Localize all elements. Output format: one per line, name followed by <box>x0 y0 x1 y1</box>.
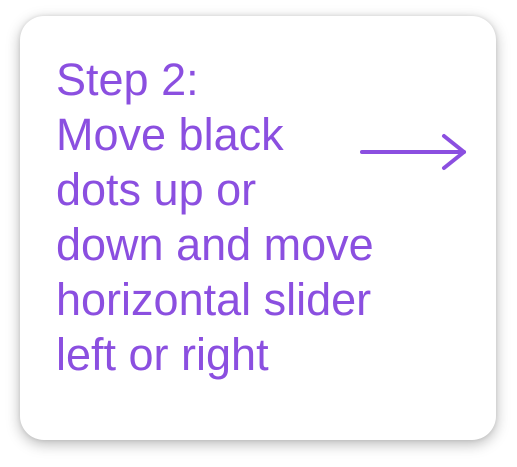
instruction-line-3: dots up or <box>56 164 257 215</box>
arrow-right-icon <box>360 134 466 170</box>
step-instruction-text: Step 2: Move black dots up or down and m… <box>56 52 374 382</box>
instruction-card <box>20 16 496 440</box>
instruction-line-5: horizontal slider <box>56 274 372 325</box>
instruction-line-1: Step 2: <box>56 54 199 105</box>
instruction-line-4: down and move <box>56 219 374 270</box>
instruction-line-2: Move black <box>56 109 284 160</box>
instruction-line-6: left or right <box>56 329 269 380</box>
